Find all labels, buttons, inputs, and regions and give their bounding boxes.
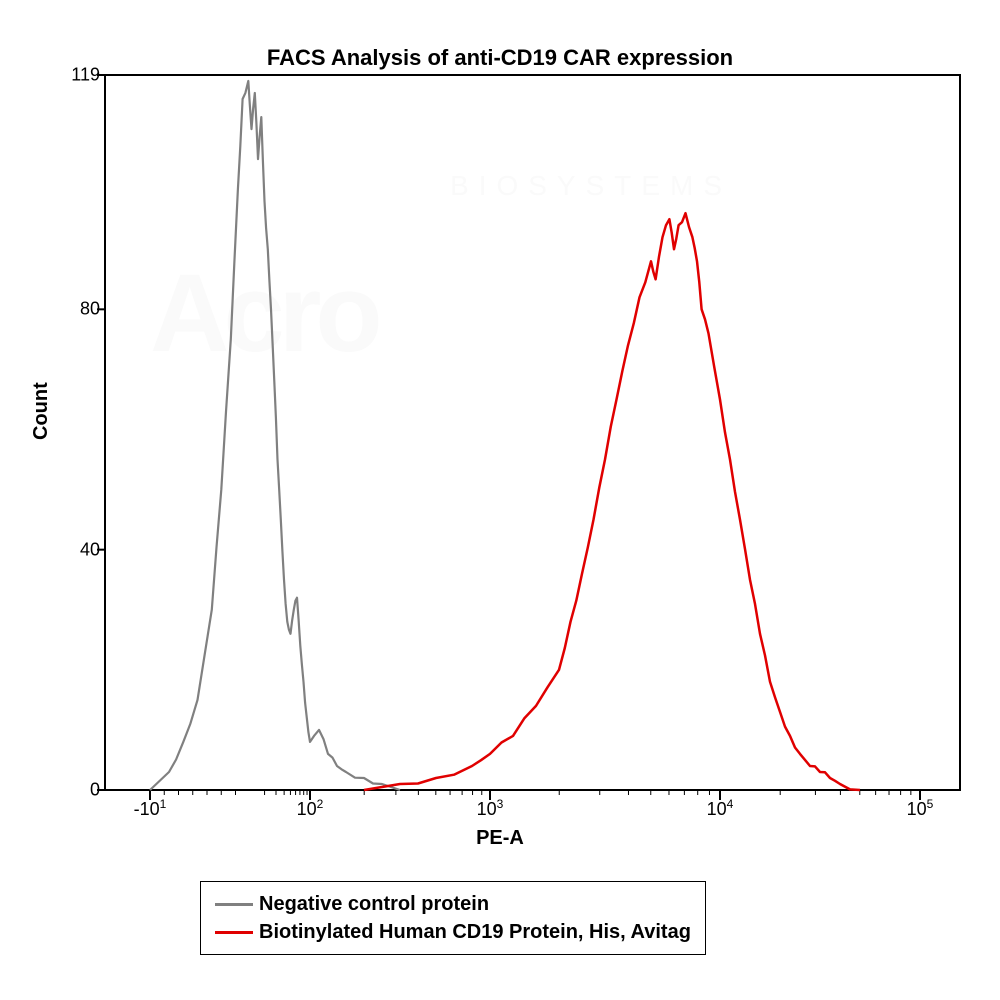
x-tick-label: 103 (477, 797, 504, 820)
x-tick-label: 104 (707, 797, 734, 820)
legend-line-icon (215, 903, 253, 906)
legend-item: Biotinylated Human CD19 Protein, His, Av… (215, 918, 691, 946)
legend-label: Biotinylated Human CD19 Protein, His, Av… (259, 918, 691, 946)
facs-histogram-chart: Acro BIOSYSTEMS FACS Analysis of anti-CD… (0, 0, 1000, 1000)
x-tick-label: 102 (297, 797, 324, 820)
y-tick-label: 80 (80, 299, 100, 320)
x-tick-label: -101 (134, 797, 167, 820)
x-tick-label: 105 (907, 797, 934, 820)
y-tick-label: 119 (71, 65, 100, 86)
legend-line-icon (215, 931, 253, 934)
legend: Negative control protein Biotinylated Hu… (200, 881, 706, 955)
legend-item: Negative control protein (215, 890, 691, 918)
y-tick-label: 40 (80, 539, 100, 560)
plot-svg (0, 0, 1000, 1000)
y-tick-label: 0 (90, 780, 100, 801)
legend-label: Negative control protein (259, 890, 489, 918)
